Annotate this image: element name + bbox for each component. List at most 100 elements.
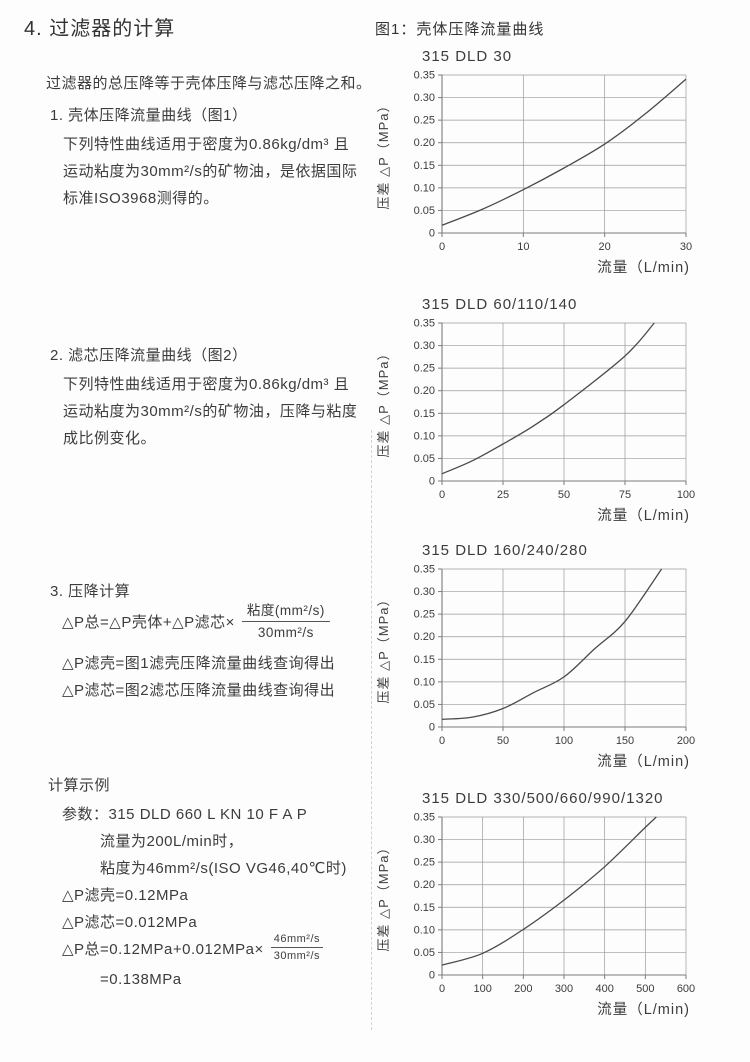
intro-paragraph: 过滤器的总压降等于壳体压降与滤芯压降之和。 — [46, 75, 372, 92]
svg-text:200: 200 — [677, 735, 695, 747]
svg-text:0.35: 0.35 — [414, 70, 435, 82]
example-final-result: =0.138MPa — [100, 971, 182, 988]
section3-body: △P滤壳=图1滤壳压降流量曲线查询得出 △P滤芯=图2滤芯压降流量曲线查询得出 — [62, 650, 335, 704]
svg-text:0.35: 0.35 — [414, 564, 435, 576]
chart-model-title: 315 DLD 330/500/660/990/1320 — [422, 790, 664, 807]
spec-line: 下列特性曲线适用于密度为0.86kg/dm³ 且 — [63, 136, 350, 153]
tick-marks — [438, 568, 687, 731]
example-heading: 计算示例 — [48, 777, 111, 794]
svg-text:0.05: 0.05 — [414, 699, 435, 711]
svg-text:0.30: 0.30 — [414, 92, 435, 104]
svg-text:0.15: 0.15 — [414, 408, 435, 420]
svg-text:75: 75 — [619, 489, 631, 501]
chart-svg: 0 0.05 0.10 0.15 0.20 0.25 0.30 0.35 0 10 20 30 流量（L… — [376, 70, 693, 277]
formula-fraction: 46mm²/s 30mm²/s — [270, 933, 324, 963]
svg-text:300: 300 — [555, 983, 573, 995]
x-axis-label: 流量（L/min) — [597, 259, 690, 276]
pressure-drop-curve — [441, 78, 687, 226]
svg-text:0.10: 0.10 — [414, 430, 435, 442]
spec-line: 运动粘度为30mm²/s的矿物油，压降与粘度 — [63, 403, 358, 420]
chart-svg: 0 0.05 0.10 0.15 0.20 0.25 0.30 0.35 0 50 100 150 20… — [376, 564, 696, 771]
chart-315-dld-160-240-280: 315 DLD 160/240/280 0 0.05 0.10 0.15 0.20 0.2… — [372, 542, 722, 773]
result-line: △P滤芯=0.012MPa — [62, 914, 198, 931]
x-axis-label: 流量（L/min) — [597, 507, 690, 524]
svg-text:0.25: 0.25 — [414, 609, 435, 621]
svg-text:100: 100 — [473, 983, 491, 995]
x-axis-label: 流量（L/min) — [597, 753, 690, 770]
scan-fold-artifact — [371, 430, 372, 1030]
y-axis-label: 压差 △P（MPa） — [376, 346, 391, 457]
svg-text:50: 50 — [497, 735, 509, 747]
svg-text:600: 600 — [677, 983, 695, 995]
chart-model-title: 315 DLD 30 — [422, 48, 513, 65]
svg-text:0: 0 — [429, 722, 435, 734]
tick-marks — [438, 816, 687, 979]
svg-text:0.25: 0.25 — [414, 115, 435, 127]
svg-text:0.30: 0.30 — [414, 834, 435, 846]
chart-315-dld-330-1320: 315 DLD 330/500/660/990/1320 0 0.05 0.10 0.… — [372, 790, 722, 1021]
axes — [441, 75, 686, 234]
pressure-drop-curve — [441, 816, 657, 966]
spec-line: 运动粘度为30mm²/s的矿物油，是依据国际 — [63, 163, 358, 180]
svg-text:0.05: 0.05 — [414, 947, 435, 959]
svg-text:0.15: 0.15 — [414, 160, 435, 172]
example-results: △P滤壳=0.12MPa △P滤芯=0.012MPa — [62, 882, 197, 936]
svg-text:500: 500 — [636, 983, 654, 995]
svg-text:0: 0 — [439, 241, 445, 253]
tick-labels: 0 0.05 0.10 0.15 0.20 0.25 0.30 0.35 0 25 50 75 100 — [414, 318, 696, 502]
spec-line: 下列特性曲线适用于密度为0.86kg/dm³ 且 — [63, 376, 350, 393]
svg-text:0: 0 — [439, 983, 445, 995]
formula-lhs: △P总=0.12MPa+0.012MPa× — [62, 940, 264, 958]
svg-text:20: 20 — [599, 241, 611, 253]
chart-model-title: 315 DLD 160/240/280 — [422, 542, 588, 559]
fraction-numerator: 粘度(mm²/s) — [241, 602, 330, 622]
svg-text:0.10: 0.10 — [414, 182, 435, 194]
gridlines — [442, 74, 687, 233]
svg-text:0.30: 0.30 — [414, 340, 435, 352]
chart-svg: 0 0.05 0.10 0.15 0.20 0.25 0.30 0.35 0 25 50 75 100 流… — [376, 318, 696, 525]
svg-text:0.20: 0.20 — [414, 385, 435, 397]
svg-text:0.05: 0.05 — [414, 453, 435, 465]
formula-lhs: △P总=△P壳体+△P滤芯× — [62, 614, 235, 631]
chart-model-title: 315 DLD 60/110/140 — [422, 296, 578, 313]
tick-marks — [438, 322, 687, 485]
svg-text:0.30: 0.30 — [414, 586, 435, 598]
svg-text:0.35: 0.35 — [414, 318, 435, 330]
svg-text:0.20: 0.20 — [414, 137, 435, 149]
formula-note: △P滤壳=图1滤壳压降流量曲线查询得出 — [62, 655, 336, 672]
svg-text:10: 10 — [517, 241, 529, 253]
svg-text:0.15: 0.15 — [414, 902, 435, 914]
svg-text:0: 0 — [439, 489, 445, 501]
tick-labels: 0 0.05 0.10 0.15 0.20 0.25 0.30 0.35 0 10 20 30 — [414, 70, 693, 254]
fraction-denominator: 30mm²/s — [257, 625, 314, 640]
section1-heading: 1. 壳体压降流量曲线（图1） — [50, 107, 248, 124]
section3-heading: 3. 压降计算 — [50, 583, 131, 600]
svg-text:150: 150 — [616, 735, 634, 747]
svg-text:0.05: 0.05 — [414, 205, 435, 217]
spec-line: 标准ISO3968测得的。 — [63, 190, 219, 207]
svg-text:400: 400 — [595, 983, 613, 995]
chart-315-dld-30: 315 DLD 30 0 0.05 0.10 0.15 0.20 0.25 0.30 0.35… — [372, 48, 722, 279]
tick-labels: 0 0.05 0.10 0.15 0.20 0.25 0.30 0.35 0 50 100 150 20… — [414, 564, 696, 748]
pressure-drop-curve — [441, 568, 663, 720]
gridlines — [442, 568, 687, 727]
svg-text:30: 30 — [680, 241, 692, 253]
example-total-formula: △P总=0.12MPa+0.012MPa× 46mm²/s 30mm²/s — [62, 933, 324, 963]
svg-text:200: 200 — [514, 983, 532, 995]
result-line: △P滤壳=0.12MPa — [62, 887, 189, 904]
y-axis-label: 压差 △P（MPa） — [376, 592, 391, 703]
spec-line: 成比例变化。 — [63, 430, 157, 447]
svg-text:0: 0 — [429, 970, 435, 982]
pressure-drop-curve — [441, 322, 655, 475]
fraction-numerator: 46mm²/s — [270, 933, 324, 948]
svg-text:25: 25 — [497, 489, 509, 501]
condition-line: 粘度为46mm²/s(ISO VG46,40℃时) — [100, 860, 347, 877]
chart-svg: 0 0.05 0.10 0.15 0.20 0.25 0.30 0.35 0 100 200 300 4… — [376, 812, 695, 1019]
svg-text:0.25: 0.25 — [414, 857, 435, 869]
svg-text:0.35: 0.35 — [414, 812, 435, 824]
example-parameters: 参数：315 DLD 660 L KN 10 F A P — [62, 806, 308, 823]
section2-heading: 2. 滤芯压降流量曲线（图2） — [50, 347, 248, 364]
svg-text:0.20: 0.20 — [414, 631, 435, 643]
formula-fraction: 粘度(mm²/s) 30mm²/s — [241, 602, 330, 641]
y-axis-label: 压差 △P（MPa） — [376, 840, 391, 951]
